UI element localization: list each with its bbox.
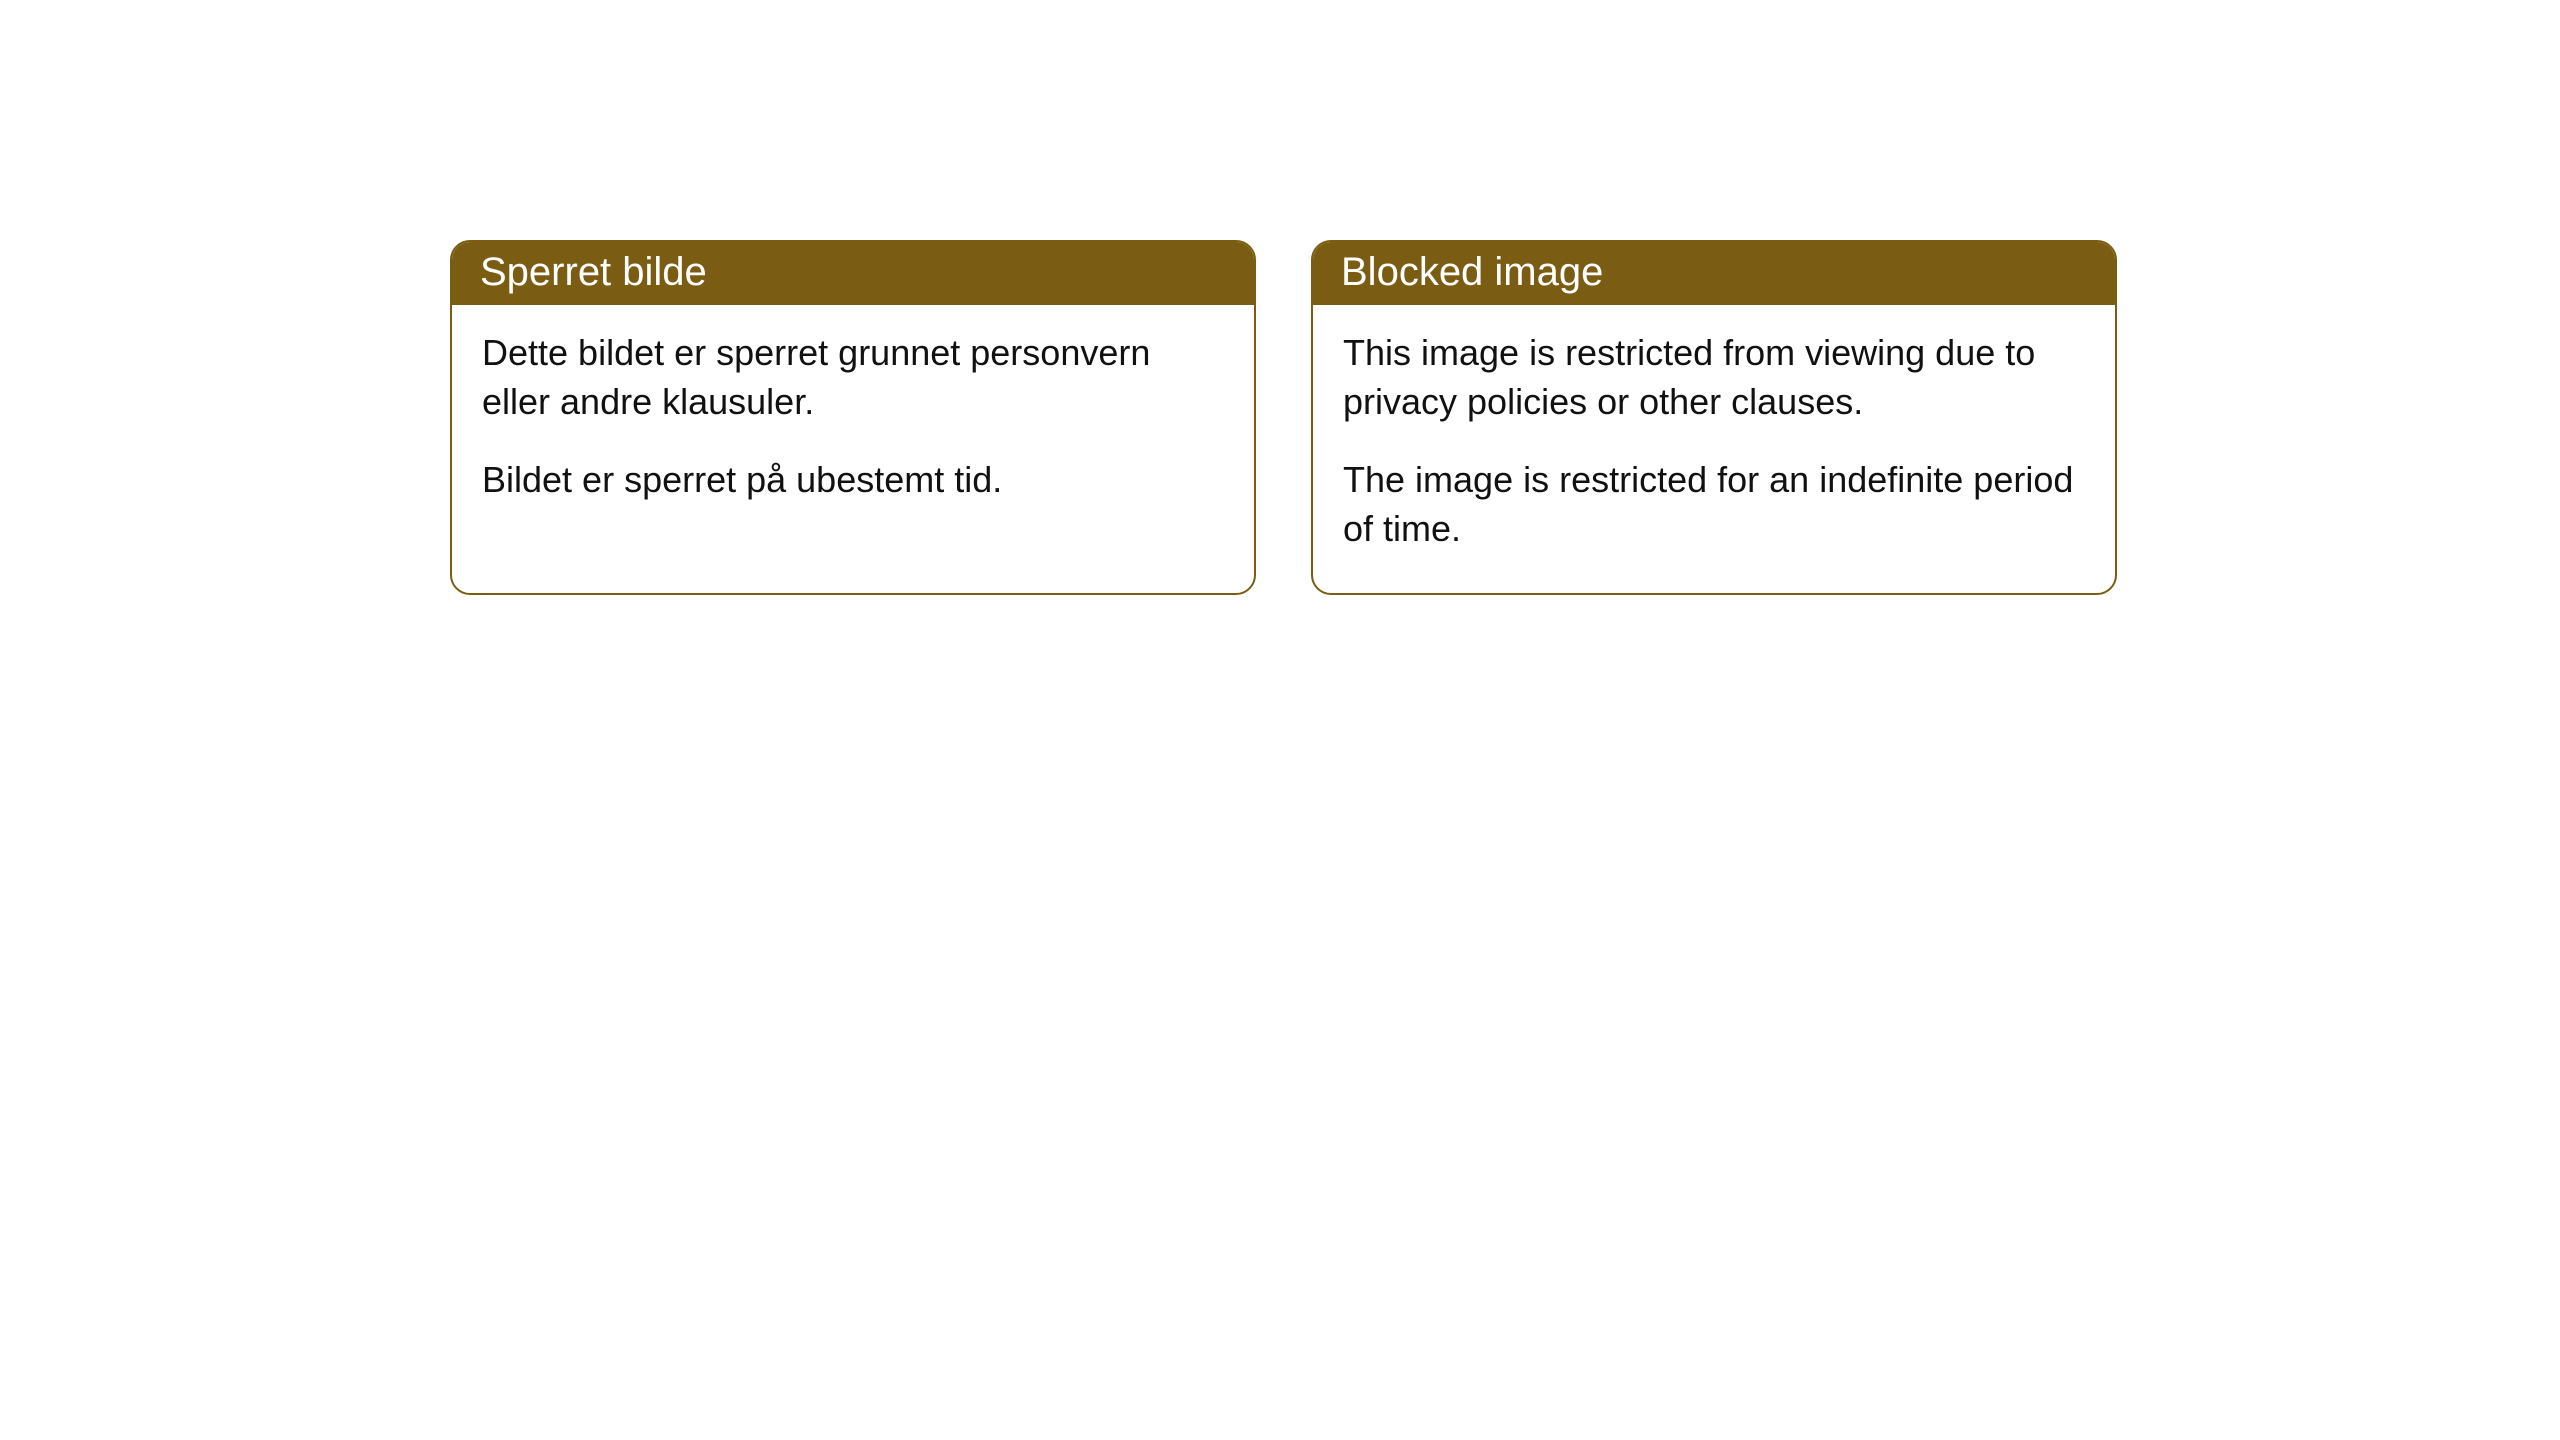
card-paragraph-en-1: This image is restricted from viewing du… <box>1343 329 2085 426</box>
blocked-image-card-en: Blocked image This image is restricted f… <box>1311 240 2117 595</box>
card-body-no: Dette bildet er sperret grunnet personve… <box>452 305 1254 545</box>
card-header-no: Sperret bilde <box>452 242 1254 305</box>
card-paragraph-no-1: Dette bildet er sperret grunnet personve… <box>482 329 1224 426</box>
card-header-en: Blocked image <box>1313 242 2115 305</box>
card-paragraph-en-2: The image is restricted for an indefinit… <box>1343 456 2085 553</box>
card-body-en: This image is restricted from viewing du… <box>1313 305 2115 593</box>
card-paragraph-no-2: Bildet er sperret på ubestemt tid. <box>482 456 1224 505</box>
notice-cards-container: Sperret bilde Dette bildet er sperret gr… <box>0 0 2560 595</box>
blocked-image-card-no: Sperret bilde Dette bildet er sperret gr… <box>450 240 1256 595</box>
